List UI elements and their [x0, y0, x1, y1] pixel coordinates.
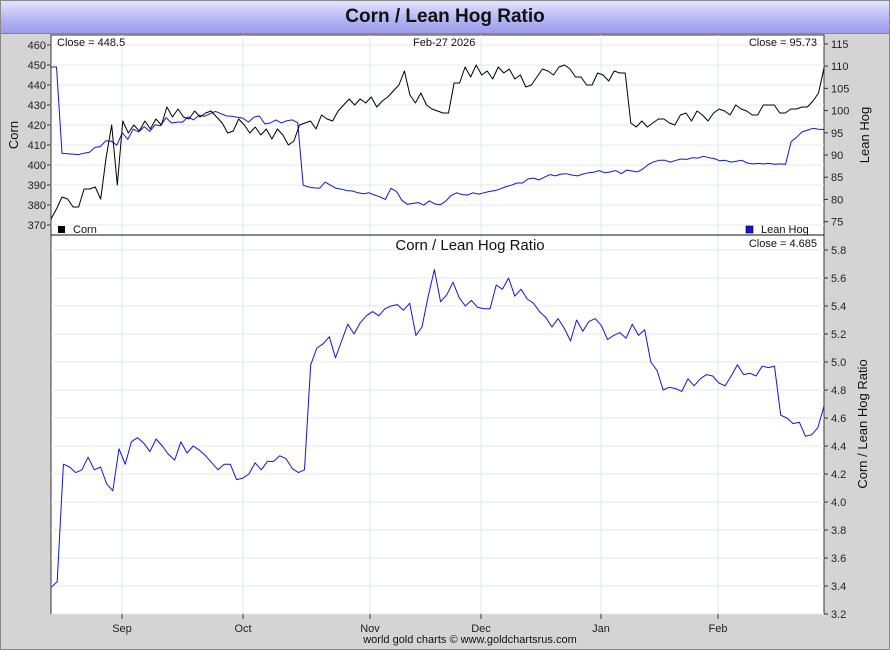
x-tick-label-feb: Feb: [709, 623, 728, 635]
chart-title: Corn / Lean Hog Ratio: [345, 6, 545, 27]
x-tick-label-oct: Oct: [234, 623, 251, 635]
lower-close: Close = 4.685: [749, 238, 817, 250]
y-tick-label-ratio: 4.4: [831, 441, 846, 453]
y-tick-label-ratio: 3.4: [831, 581, 846, 593]
legend-hog-swatch: [745, 225, 754, 234]
lower-panel-title: Corn / Lean Hog Ratio: [395, 237, 544, 254]
x-tick-label-sep: Sep: [112, 623, 132, 635]
y-tick-label-ratio: 5.6: [831, 273, 846, 285]
y-tick-label-ratio: 4.6: [831, 413, 846, 425]
y-tick-label-lean-hog: 110: [831, 61, 849, 73]
y-tick-label-lean-hog: 85: [831, 172, 843, 184]
y-tick-label-corn: 380: [28, 200, 46, 212]
y-tick-label-ratio: 5.8: [831, 245, 846, 257]
x-tick-label-jan: Jan: [592, 623, 610, 635]
title-bar: Corn / Lean Hog Ratio: [1, 1, 889, 34]
y-tick-label-ratio: 3.8: [831, 525, 846, 537]
y-tick-label-corn: 430: [28, 100, 46, 112]
legend-corn-label: Corn: [73, 224, 97, 236]
series: [50, 64, 825, 588]
y-tick-label-lean-hog: 115: [831, 39, 849, 51]
y-tick-label-lean-hog: 90: [831, 150, 843, 162]
y-tick-label-corn: 410: [28, 140, 46, 152]
y-tick-label-ratio: 3.2: [831, 609, 846, 621]
plot-area: [50, 34, 825, 615]
y-axis-title-lean-hog: Lean Hog: [857, 107, 872, 163]
legend-hog-label: Lean Hog: [761, 224, 809, 236]
y-tick-label-corn: 450: [28, 60, 46, 72]
y-tick-label-corn: 440: [28, 80, 46, 92]
y-tick-label-corn: 370: [28, 220, 46, 232]
series-line-lean-hog: [51, 66, 825, 206]
y-tick-label-ratio: 5.2: [831, 329, 846, 341]
axes: Sep Oct Nov Dec Jan Feb 370 380 390 400 410 420 430 4…: [28, 39, 850, 635]
y-tick-label-corn: 420: [28, 120, 46, 132]
y-tick-label-lean-hog: 100: [831, 106, 849, 118]
y-tick-label-ratio: 4.0: [831, 497, 846, 509]
y-axis-title-ratio: Corn / Lean Hog Ratio: [855, 359, 870, 488]
y-tick-label-ratio: 4.2: [831, 469, 846, 481]
y-tick-label-lean-hog: 95: [831, 128, 843, 140]
legend-corn-swatch: [58, 226, 65, 233]
upper-close-left: Close = 448.5: [57, 37, 125, 49]
y-tick-label-lean-hog: 80: [831, 194, 843, 206]
y-tick-label-corn: 400: [28, 160, 46, 172]
y-tick-label-ratio: 4.8: [831, 385, 846, 397]
x-tick-label-dec: Dec: [471, 623, 491, 635]
footer-credit: world gold charts © www.goldchartsrus.co…: [362, 634, 577, 646]
series-line-corn: [50, 64, 825, 220]
upper-date: Feb-27 2026: [413, 37, 475, 49]
series-line-ratio: [50, 269, 825, 588]
y-tick-label-lean-hog: 75: [831, 217, 843, 229]
y-tick-label-lean-hog: 105: [831, 83, 849, 95]
y-tick-label-ratio: 3.6: [831, 553, 846, 565]
x-tick-label-nov: Nov: [360, 623, 380, 635]
y-tick-label-ratio: 5.0: [831, 357, 846, 369]
y-axis-title-corn: Corn: [6, 121, 21, 149]
y-tick-label-corn: 390: [28, 180, 46, 192]
y-tick-label-ratio: 5.4: [831, 301, 846, 313]
y-tick-label-corn: 460: [28, 40, 46, 52]
upper-close-right: Close = 95.73: [749, 37, 817, 49]
